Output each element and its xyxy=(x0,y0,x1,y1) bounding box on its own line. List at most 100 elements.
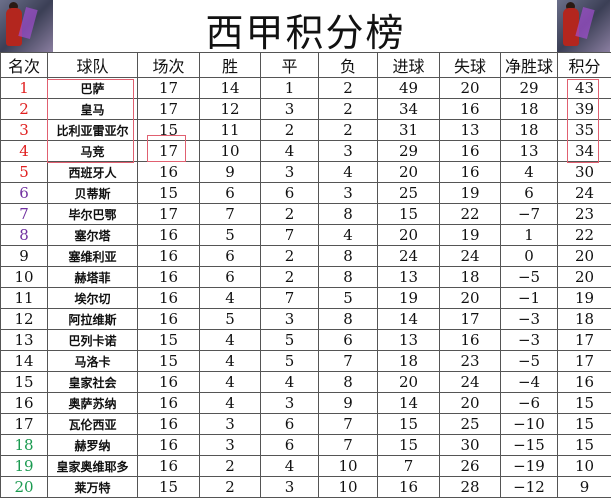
gf-cell: 19 xyxy=(377,287,440,309)
table-row: 18 赫罗纳 16 3 6 7 15 30 −15 15 xyxy=(0,434,611,456)
drawn-cell: 2 xyxy=(260,203,319,225)
won-cell: 6 xyxy=(199,245,261,267)
drawn-cell: 2 xyxy=(260,245,319,267)
rank-cell: 16 xyxy=(0,392,48,414)
won-cell: 3 xyxy=(199,413,261,435)
team-cell: 马竞 xyxy=(47,140,138,162)
won-cell: 12 xyxy=(199,98,261,120)
gd-cell: 18 xyxy=(500,98,558,120)
drawn-cell: 2 xyxy=(260,119,319,141)
pts-cell: 19 xyxy=(557,287,611,309)
pts-cell: 20 xyxy=(557,245,611,267)
played-cell: 17 xyxy=(137,140,200,162)
ga-cell: 16 xyxy=(439,140,501,162)
player-image-left xyxy=(0,0,53,52)
drawn-cell: 7 xyxy=(260,287,319,309)
rank-cell: 18 xyxy=(0,434,48,456)
table-row: 17 瓦伦西亚 16 3 6 7 15 25 −10 15 xyxy=(0,413,611,435)
lost-cell: 3 xyxy=(318,140,378,162)
played-cell: 15 xyxy=(137,119,200,141)
pts-cell: 24 xyxy=(557,182,611,204)
standings-table: 名次 球队 场次胜平负进球 失球 净胜球 积分 1 巴萨 17 14 1 2 49 20 29 43 2 皇马 1… xyxy=(0,52,611,498)
drawn-cell: 3 xyxy=(260,161,319,183)
gd-cell: 1 xyxy=(500,224,558,246)
won-cell: 14 xyxy=(199,77,261,99)
played-cell: 16 xyxy=(137,455,200,477)
drawn-cell: 3 xyxy=(260,98,319,120)
player-image-right xyxy=(557,0,610,52)
lost-cell: 8 xyxy=(318,308,378,330)
gd-cell: 13 xyxy=(500,140,558,162)
pts-cell: 23 xyxy=(557,203,611,225)
ga-cell: 16 xyxy=(439,98,501,120)
column-header: 场次 xyxy=(137,52,200,78)
team-cell: 比利亚雷亚尔 xyxy=(47,119,138,141)
drawn-cell: 4 xyxy=(260,455,319,477)
gf-cell: 14 xyxy=(377,308,440,330)
team-cell: 皇马 xyxy=(47,98,138,120)
table-row: 14 马洛卡 15 4 5 7 18 23 −5 17 xyxy=(0,350,611,372)
table-row: 16 奥萨苏纳 16 4 3 9 14 20 −6 15 xyxy=(0,392,611,414)
team-cell: 塞维利亚 xyxy=(47,245,138,267)
table-row: 10 赫塔菲 16 6 2 8 13 18 −5 20 xyxy=(0,266,611,288)
ga-cell: 24 xyxy=(439,245,501,267)
rank-cell: 8 xyxy=(0,224,48,246)
pts-cell: 15 xyxy=(557,434,611,456)
gf-cell: 20 xyxy=(377,161,440,183)
lost-cell: 10 xyxy=(318,476,378,498)
column-header: 净胜球 xyxy=(500,52,558,78)
gd-cell: −3 xyxy=(500,308,558,330)
won-cell: 4 xyxy=(199,329,261,351)
gd-cell: −3 xyxy=(500,329,558,351)
ga-cell: 19 xyxy=(439,224,501,246)
table-row: 3 比利亚雷亚尔 15 11 2 2 31 13 18 35 xyxy=(0,119,611,141)
played-cell: 15 xyxy=(137,182,200,204)
ga-cell: 16 xyxy=(439,161,501,183)
lost-cell: 8 xyxy=(318,266,378,288)
rank-cell: 1 xyxy=(0,77,48,99)
pts-cell: 20 xyxy=(557,266,611,288)
lost-cell: 2 xyxy=(318,77,378,99)
rank-cell: 6 xyxy=(0,182,48,204)
rank-cell: 7 xyxy=(0,203,48,225)
played-cell: 15 xyxy=(137,476,200,498)
team-cell: 莱万特 xyxy=(47,476,138,498)
gd-cell: −5 xyxy=(500,350,558,372)
table-row: 5 西班牙人 16 9 3 4 20 16 4 30 xyxy=(0,161,611,183)
column-header: 球队 xyxy=(47,52,138,78)
played-cell: 17 xyxy=(137,77,200,99)
table-row: 20 莱万特 15 2 3 10 16 28 −12 9 xyxy=(0,476,611,498)
column-header: 积分 xyxy=(557,52,611,78)
drawn-cell: 7 xyxy=(260,224,319,246)
team-cell: 塞尔塔 xyxy=(47,224,138,246)
won-cell: 7 xyxy=(199,203,261,225)
ga-cell: 18 xyxy=(439,266,501,288)
gf-cell: 31 xyxy=(377,119,440,141)
lost-cell: 3 xyxy=(318,182,378,204)
pts-cell: 34 xyxy=(557,140,611,162)
gd-cell: −5 xyxy=(500,266,558,288)
table-row: 13 巴列卡诺 15 4 5 6 13 16 −3 17 xyxy=(0,329,611,351)
gd-cell: −4 xyxy=(500,371,558,393)
gf-cell: 14 xyxy=(377,392,440,414)
drawn-cell: 3 xyxy=(260,476,319,498)
lost-cell: 8 xyxy=(318,371,378,393)
drawn-cell: 4 xyxy=(260,140,319,162)
gf-cell: 15 xyxy=(377,413,440,435)
ga-cell: 20 xyxy=(439,287,501,309)
lost-cell: 8 xyxy=(318,203,378,225)
table-row: 9 塞维利亚 16 6 2 8 24 24 0 20 xyxy=(0,245,611,267)
ga-cell: 20 xyxy=(439,77,501,99)
column-header: 胜 xyxy=(199,52,261,78)
rank-cell: 19 xyxy=(0,455,48,477)
played-cell: 16 xyxy=(137,224,200,246)
played-cell: 15 xyxy=(137,329,200,351)
gf-cell: 15 xyxy=(377,434,440,456)
played-cell: 16 xyxy=(137,266,200,288)
gd-cell: 4 xyxy=(500,161,558,183)
rank-cell: 12 xyxy=(0,308,48,330)
rank-cell: 4 xyxy=(0,140,48,162)
team-cell: 皇家奥维耶多 xyxy=(47,455,138,477)
gf-cell: 13 xyxy=(377,329,440,351)
page-title: 西甲积分榜 xyxy=(205,11,406,55)
